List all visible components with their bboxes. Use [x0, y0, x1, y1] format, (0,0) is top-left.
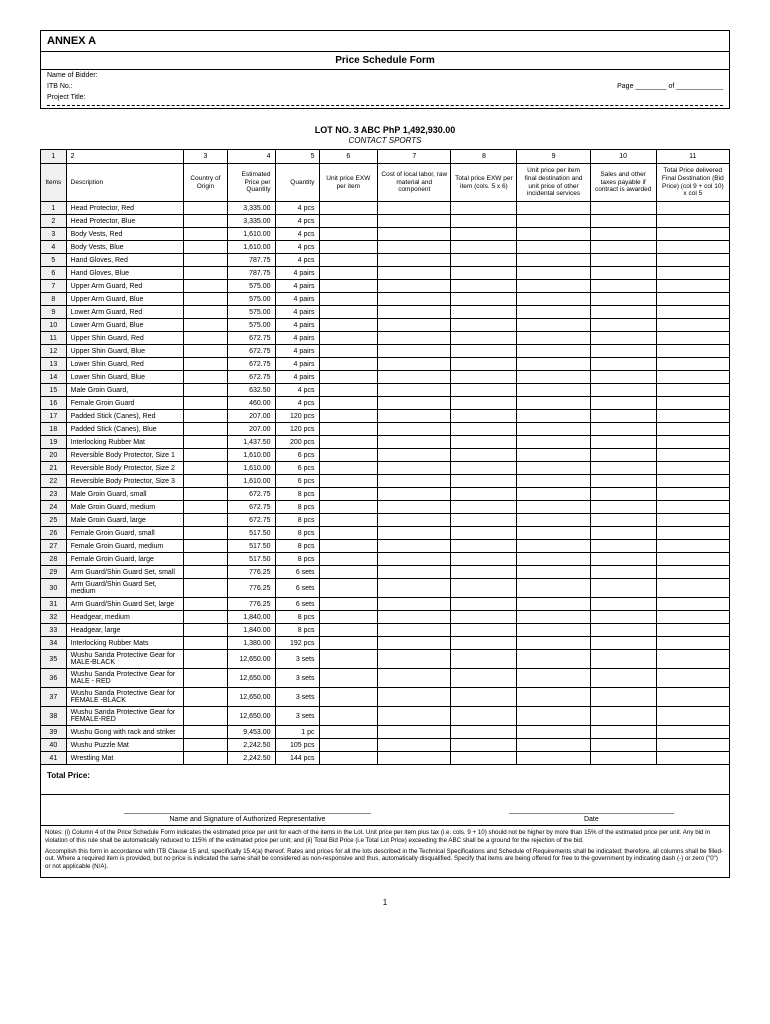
table-row: 31Arm Guard/Shin Guard Set, large776.256…: [41, 598, 730, 611]
page-number: 1: [40, 898, 730, 907]
table-row: 6Hand Gloves, Blue787.754 pairs: [41, 267, 730, 280]
sig-date-label: Date: [584, 816, 599, 823]
signature-block: Name and Signature of Authorized Represe…: [40, 795, 730, 826]
lot-subtitle: CONTACT SPORTS: [40, 136, 730, 149]
table-row: 36Wushu Sanda Protective Gear for MALE -…: [41, 669, 730, 688]
table-row: 37Wushu Sanda Protective Gear for FEMALE…: [41, 688, 730, 707]
table-row: 32Headgear, medium1,840.008 pcs: [41, 611, 730, 624]
col-header: Items: [41, 164, 67, 202]
note-1: Notes: (i) Column 4 of the Price Schedul…: [45, 829, 725, 845]
table-row: 34Interlocking Rubber Mats1,380.00192 pc…: [41, 637, 730, 650]
col-num: 6: [319, 150, 378, 164]
table-row: 26Female Groin Guard, small517.508 pcs: [41, 527, 730, 540]
col-num: 5: [275, 150, 319, 164]
table-row: 25Male Groin Guard, large672.758 pcs: [41, 514, 730, 527]
col-num: 9: [517, 150, 590, 164]
table-row: 20Reversible Body Protector, Size 11,610…: [41, 449, 730, 462]
table-row: 9Lower Arm Guard, Red575.004 pairs: [41, 306, 730, 319]
table-row: 41Wrestling Mat2,242.50144 pcs: [41, 752, 730, 765]
itb-label: ITB No.:: [47, 83, 73, 90]
col-header: Country of Origin: [183, 164, 227, 202]
table-row: 12Upper Shin Guard, Blue672.754 pairs: [41, 345, 730, 358]
col-header: Cost of local labor, raw material and co…: [378, 164, 451, 202]
lot-title: LOT NO. 3 ABC PhP 1,492,930.00: [40, 119, 730, 136]
col-num: 7: [378, 150, 451, 164]
col-num: 8: [451, 150, 517, 164]
table-row: 10Lower Arm Guard, Blue575.004 pairs: [41, 319, 730, 332]
table-row: 22Reversible Body Protector, Size 31,610…: [41, 475, 730, 488]
col-header: Unit price EXW per item: [319, 164, 378, 202]
col-header: Estimated Price per Quantity: [227, 164, 275, 202]
table-row: 16Female Groin Guard460.004 pcs: [41, 397, 730, 410]
table-row: 19Interlocking Rubber Mat1,437.50200 pcs: [41, 436, 730, 449]
sig-rep-label: Name and Signature of Authorized Represe…: [169, 816, 325, 823]
table-row: 11Upper Shin Guard, Red672.754 pairs: [41, 332, 730, 345]
col-header: Total price EXW per item (cols. 5 x 6): [451, 164, 517, 202]
total-price: Total Price:: [40, 765, 730, 795]
table-row: 4Body Vests, Blue1,610.004 pcs: [41, 241, 730, 254]
header-block: Name of Bidder: ITB No.: Page ________ o…: [40, 70, 730, 109]
table-row: 27Female Groin Guard, medium517.508 pcs: [41, 540, 730, 553]
table-row: 18Padded Stick (Canes), Blue207.00120 pc…: [41, 423, 730, 436]
table-row: 2Head Protector, Blue3,335.004 pcs: [41, 215, 730, 228]
table-row: 17Padded Stick (Canes), Red207.00120 pcs: [41, 410, 730, 423]
table-row: 28Female Groin Guard, large517.508 pcs: [41, 553, 730, 566]
table-row: 38Wushu Sanda Protective Gear for FEMALE…: [41, 707, 730, 726]
col-num: 1: [41, 150, 67, 164]
table-row: 29Arm Guard/Shin Guard Set, small776.256…: [41, 566, 730, 579]
table-row: 5Hand Gloves, Red787.754 pcs: [41, 254, 730, 267]
table-row: 7Upper Arm Guard, Red575.004 pairs: [41, 280, 730, 293]
note-2: Accomplish this form in accordance with …: [45, 848, 725, 871]
page-label: Page ________ of ____________: [617, 83, 723, 90]
table-row: 21Reversible Body Protector, Size 21,610…: [41, 462, 730, 475]
col-num: 3: [183, 150, 227, 164]
col-num: 11: [656, 150, 729, 164]
col-num: 10: [590, 150, 656, 164]
table-row: 35Wushu Sanda Protective Gear for MALE-B…: [41, 650, 730, 669]
project-label: Project Title:: [47, 94, 86, 101]
table-row: 39Wushu Gong with rack and striker9,453.…: [41, 726, 730, 739]
col-header: Unit price per item final destination an…: [517, 164, 590, 202]
table-row: 24Male Groin Guard, medium672.758 pcs: [41, 501, 730, 514]
bidder-label: Name of Bidder:: [47, 72, 98, 79]
table-row: 1Head Protector, Red3,335.004 pcs: [41, 202, 730, 215]
notes-block: Notes: (i) Column 4 of the Price Schedul…: [40, 826, 730, 878]
col-num: 4: [227, 150, 275, 164]
price-table: 1234567891011 ItemsDescriptionCountry of…: [40, 149, 730, 765]
col-num: 2: [66, 150, 183, 164]
table-row: 15Male Groin Guard,632.504 pcs: [41, 384, 730, 397]
table-row: 23Male Groin Guard, small672.758 pcs: [41, 488, 730, 501]
table-row: 30Arm Guard/Shin Guard Set, medium776.25…: [41, 579, 730, 598]
table-row: 33Headgear, large1,840.008 pcs: [41, 624, 730, 637]
col-header: Description: [66, 164, 183, 202]
annex-label: ANNEX A: [40, 30, 730, 51]
col-header: Quantity: [275, 164, 319, 202]
col-header: Total Price delivered Final Destination …: [656, 164, 729, 202]
col-header: Sales and other taxes payable if contrac…: [590, 164, 656, 202]
table-row: 3Body Vests, Red1,610.004 pcs: [41, 228, 730, 241]
table-row: 13Lower Shin Guard, Red672.754 pairs: [41, 358, 730, 371]
table-row: 8Upper Arm Guard, Blue575.004 pairs: [41, 293, 730, 306]
table-row: 40Wushu Puzzle Mat2,242.50105 pcs: [41, 739, 730, 752]
form-title: Price Schedule Form: [40, 51, 730, 70]
table-row: 14Lower Shin Guard, Blue672.754 pairs: [41, 371, 730, 384]
